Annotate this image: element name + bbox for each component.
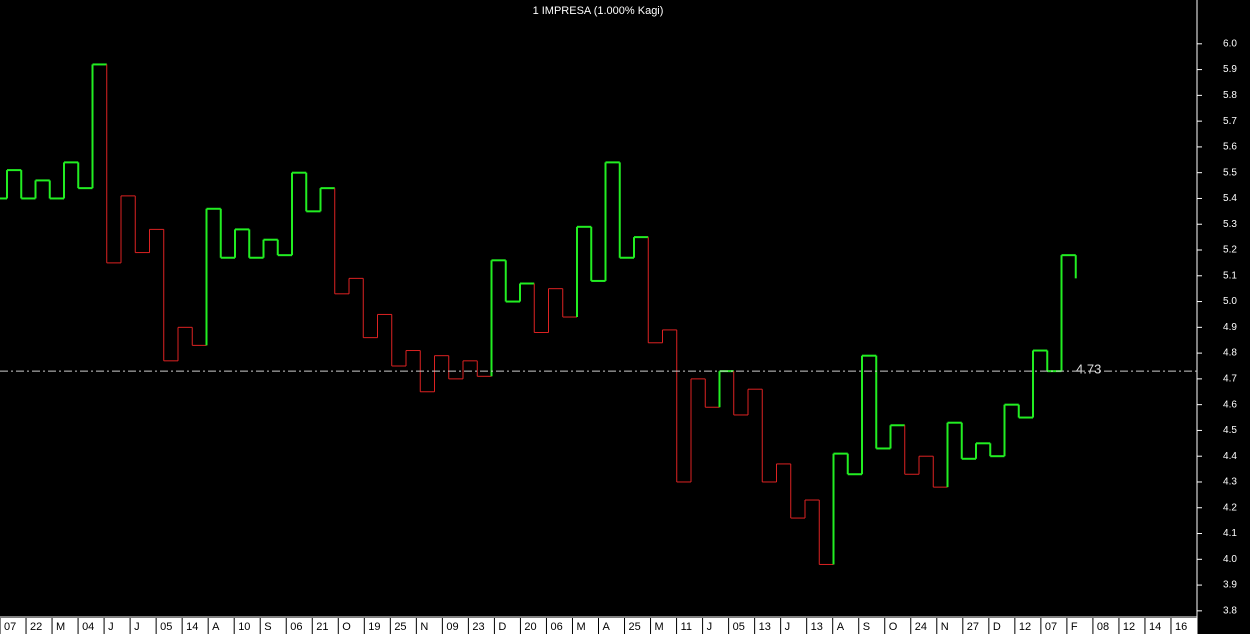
- x-tick-label: 08: [1097, 621, 1109, 633]
- x-tick-label: 25: [629, 621, 641, 633]
- y-tick-label: 5.2: [1223, 245, 1237, 256]
- x-tick-label: J: [707, 621, 713, 633]
- last-value-label: 4.73: [1076, 362, 1101, 377]
- x-tick-label: 12: [1123, 621, 1135, 633]
- x-tick-label: 21: [316, 621, 328, 633]
- y-tick-label: 4.0: [1223, 554, 1237, 565]
- x-tick-label: M: [655, 621, 664, 633]
- x-tick-label: 23: [472, 621, 484, 633]
- x-tick-label: 05: [733, 621, 745, 633]
- y-tick-label: 4.4: [1223, 451, 1237, 462]
- x-tick-label: J: [108, 621, 114, 633]
- y-tick-label: 3.8: [1223, 605, 1237, 616]
- x-tick-label: 27: [967, 621, 979, 633]
- x-tick-label: O: [342, 621, 351, 633]
- y-tick-label: 3.9: [1223, 580, 1237, 591]
- x-tick-label: D: [993, 621, 1001, 633]
- x-tick-label: 22: [30, 621, 42, 633]
- y-tick-label: 5.1: [1223, 270, 1237, 281]
- x-tick-label: A: [212, 621, 220, 633]
- x-tick-label: 11: [681, 621, 692, 633]
- y-tick-label: 5.0: [1223, 296, 1237, 307]
- x-tick-label: J: [134, 621, 140, 633]
- x-tick-label: 24: [915, 621, 927, 633]
- x-tick-label: 05: [160, 621, 172, 633]
- y-tick-label: 5.9: [1223, 64, 1237, 75]
- chart-title: 1 IMPRESA (1.000% Kagi): [533, 5, 664, 17]
- x-tick-label: 07: [1045, 621, 1057, 633]
- x-tick-label: 06: [550, 621, 562, 633]
- x-tick-label: 14: [186, 621, 198, 633]
- x-tick-label: 10: [238, 621, 250, 633]
- x-tick-label: 16: [1175, 621, 1187, 633]
- x-tick-label: S: [264, 621, 271, 633]
- x-tick-label: D: [498, 621, 506, 633]
- y-tick-label: 6.0: [1223, 38, 1237, 49]
- x-tick-label: 14: [1149, 621, 1161, 633]
- x-tick-label: M: [56, 621, 65, 633]
- x-tick-label: N: [941, 621, 949, 633]
- y-tick-label: 5.7: [1223, 116, 1237, 127]
- y-tick-label: 4.5: [1223, 425, 1237, 436]
- y-tick-label: 4.1: [1223, 528, 1237, 539]
- x-tick-label: O: [889, 621, 898, 633]
- y-tick-label: 4.2: [1223, 502, 1237, 513]
- x-tick-label: A: [603, 621, 611, 633]
- x-tick-label: 13: [759, 621, 771, 633]
- x-tick-label: S: [863, 621, 870, 633]
- x-tick-label: A: [837, 621, 845, 633]
- x-tick-label: F: [1071, 621, 1078, 633]
- y-tick-label: 5.6: [1223, 142, 1237, 153]
- y-tick-label: 4.9: [1223, 322, 1237, 333]
- x-tick-label: 04: [82, 621, 94, 633]
- x-tick-label: 20: [524, 621, 536, 633]
- x-tick-label: 19: [368, 621, 380, 633]
- x-tick-label: 12: [1019, 621, 1031, 633]
- y-tick-label: 5.8: [1223, 90, 1237, 101]
- x-tick-label: J: [785, 621, 791, 633]
- y-tick-label: 4.3: [1223, 477, 1237, 488]
- x-tick-label: 07: [4, 621, 16, 633]
- y-tick-label: 4.7: [1223, 374, 1237, 385]
- x-tick-label: 09: [446, 621, 458, 633]
- y-tick-label: 4.8: [1223, 348, 1237, 359]
- y-tick-label: 5.5: [1223, 167, 1237, 178]
- x-tick-label: N: [420, 621, 428, 633]
- y-tick-label: 5.4: [1223, 193, 1237, 204]
- x-tick-label: 06: [290, 621, 302, 633]
- x-tick-label: 25: [394, 621, 406, 633]
- y-tick-label: 5.3: [1223, 219, 1237, 230]
- x-tick-label: 13: [811, 621, 823, 633]
- x-tick-label: M: [576, 621, 585, 633]
- y-tick-label: 4.6: [1223, 399, 1237, 410]
